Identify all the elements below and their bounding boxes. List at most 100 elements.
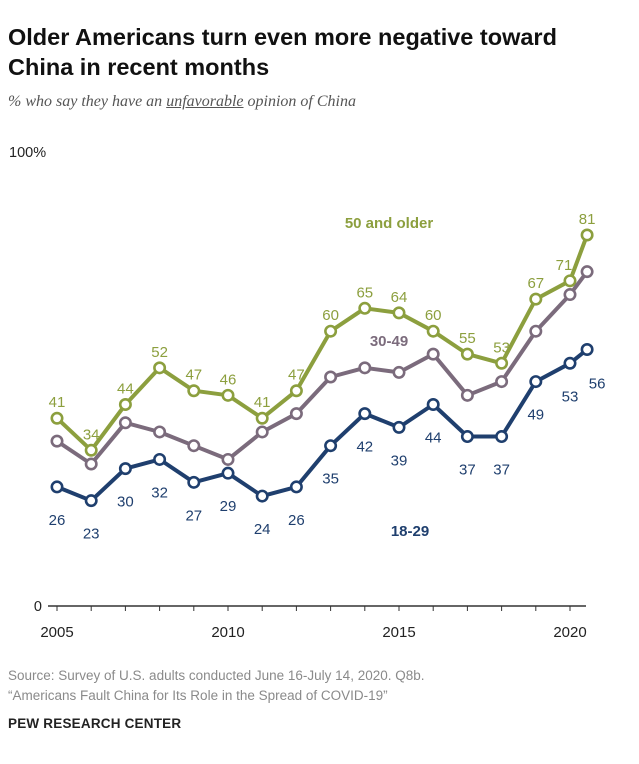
y-tick-label-100: 100%	[9, 145, 46, 161]
data-point	[153, 361, 167, 375]
data-point	[563, 356, 577, 370]
data-point	[221, 388, 235, 402]
data-label: 44	[117, 380, 134, 397]
data-label: 49	[527, 407, 544, 424]
chart-title: Older Americans turn even more negative …	[8, 24, 557, 80]
data-point	[580, 343, 594, 357]
data-point	[426, 347, 440, 361]
data-label: 60	[322, 307, 339, 324]
data-point	[529, 292, 543, 306]
data-point	[358, 361, 372, 375]
data-point	[255, 411, 269, 425]
data-point	[50, 434, 64, 448]
data-point	[255, 425, 269, 439]
data-point	[529, 375, 543, 389]
data-label: 41	[254, 394, 271, 411]
data-point	[358, 301, 372, 315]
data-point	[289, 384, 303, 398]
series-30-49	[50, 265, 594, 471]
x-tick-label-2005: 2005	[40, 624, 73, 641]
data-label: 35	[322, 471, 339, 488]
data-point	[324, 370, 338, 384]
data-label: 26	[288, 512, 305, 529]
x-tick-label-2010: 2010	[211, 624, 244, 641]
data-label: 24	[254, 521, 271, 538]
data-point	[118, 397, 132, 411]
x-tick-label-2020: 2020	[553, 624, 586, 641]
data-point	[153, 425, 167, 439]
series-label-30-49: 30-49	[370, 333, 408, 350]
data-point	[118, 462, 132, 476]
data-label: 47	[185, 367, 202, 384]
data-label: 41	[49, 394, 66, 411]
data-label: 46	[220, 371, 237, 388]
data-label: 29	[220, 498, 237, 515]
data-point	[460, 347, 474, 361]
data-point	[153, 452, 167, 466]
data-label: 27	[185, 507, 202, 524]
data-label: 34	[83, 426, 100, 443]
data-label: 81	[579, 211, 596, 228]
source-line-1: Source: Survey of U.S. adults conducted …	[8, 668, 425, 683]
org-name: PEW RESEARCH CENTER	[8, 716, 182, 731]
data-point	[118, 416, 132, 430]
data-label: 42	[356, 439, 373, 456]
subtitle-pre: % who say they have an	[8, 93, 167, 110]
data-point	[289, 480, 303, 494]
source-line-2: “Americans Fault China for Its Role in t…	[8, 688, 388, 703]
data-point	[324, 324, 338, 338]
data-label: 64	[391, 289, 408, 306]
data-label: 39	[391, 452, 408, 469]
x-tick-label-2015: 2015	[382, 624, 415, 641]
data-label: 37	[493, 462, 510, 479]
data-point	[84, 443, 98, 457]
data-point	[187, 439, 201, 453]
data-label: 32	[151, 484, 168, 501]
data-label: 37	[459, 462, 476, 479]
data-point	[255, 489, 269, 503]
series-50-and-older	[50, 228, 594, 457]
data-label: 30	[117, 494, 134, 511]
data-point	[529, 324, 543, 338]
data-point	[392, 420, 406, 434]
data-point	[392, 306, 406, 320]
data-point	[84, 457, 98, 471]
data-label: 71	[556, 257, 573, 274]
series-18-29	[50, 343, 594, 508]
data-point	[324, 439, 338, 453]
data-point	[580, 265, 594, 279]
data-point	[426, 324, 440, 338]
data-point	[50, 480, 64, 494]
data-point	[426, 397, 440, 411]
data-label: 55	[459, 330, 476, 347]
data-point	[495, 375, 509, 389]
source-note: Source: Survey of U.S. adults conducted …	[8, 666, 425, 706]
data-point	[460, 388, 474, 402]
data-label: 52	[151, 344, 168, 361]
data-point	[358, 407, 372, 421]
data-point	[580, 228, 594, 242]
chart-subtitle: % who say they have an unfavorable opini…	[8, 93, 356, 111]
data-label: 65	[356, 284, 373, 301]
data-point	[187, 384, 201, 398]
series-label-50-and-older: 50 and older	[345, 215, 434, 232]
data-label: 67	[527, 275, 544, 292]
y-tick-label-0: 0	[34, 599, 42, 615]
data-point	[495, 430, 509, 444]
data-point	[563, 288, 577, 302]
data-point	[50, 411, 64, 425]
data-point	[84, 494, 98, 508]
data-label: 53	[493, 339, 510, 356]
data-label: 47	[288, 367, 305, 384]
data-label: 60	[425, 307, 442, 324]
data-point	[495, 356, 509, 370]
data-label: 56	[589, 376, 606, 393]
data-point	[460, 430, 474, 444]
data-label: 26	[49, 512, 66, 529]
data-point	[187, 475, 201, 489]
data-point	[289, 407, 303, 421]
data-point	[221, 452, 235, 466]
series-label-18-29: 18-29	[391, 523, 429, 540]
data-label: 53	[562, 388, 579, 405]
